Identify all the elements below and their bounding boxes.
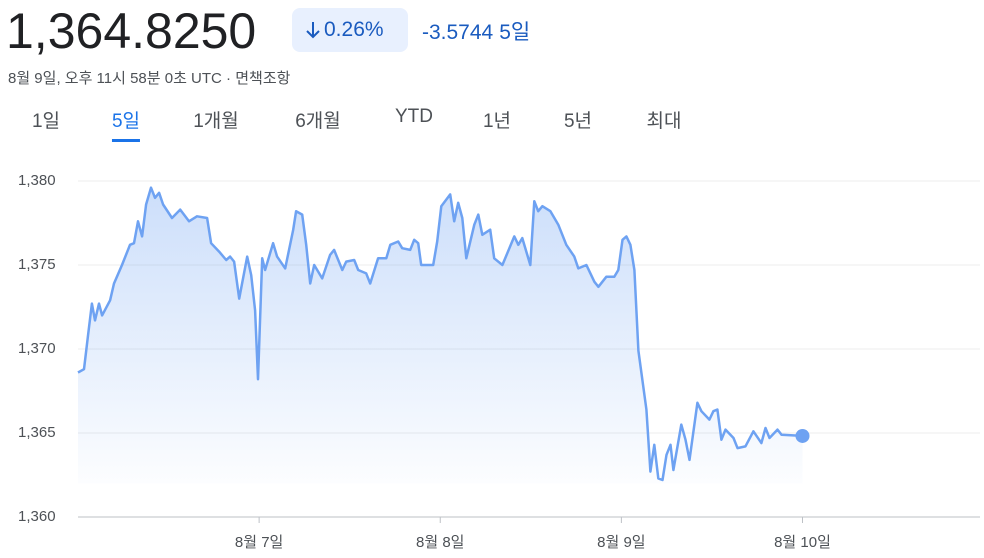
range-tab[interactable]: YTD (395, 106, 433, 127)
range-tab[interactable]: 1개월 (193, 111, 239, 132)
y-tick-label: 1,365 (18, 424, 56, 441)
x-tick-label: 8월 7일 (235, 534, 283, 551)
range-tab[interactable]: 1일 (31, 111, 61, 132)
range-tab[interactable]: 1년 (482, 111, 512, 132)
y-tick-label: 1,375 (18, 256, 56, 273)
last-point (795, 428, 810, 443)
period: 5일 (499, 21, 531, 44)
y-tick-label: 1,360 (18, 508, 56, 525)
x-tick-label: 8월 10일 (774, 534, 831, 551)
change-value: -3.5744 (422, 21, 494, 44)
subtitle: 8월 9일, 오후 11시 58분 0초 UTC · 면책조항 (8, 70, 291, 87)
range-tab[interactable]: 5년 (563, 111, 593, 132)
line (77, 186, 803, 482)
down-arrow (306, 22, 320, 39)
range-tab[interactable]: 6개월 (295, 111, 341, 132)
range-tab[interactable]: 최대 (646, 111, 682, 132)
y-tick-label: 1,380 (18, 172, 56, 189)
price: 1,364.8250 (6, 3, 257, 59)
area (78, 187, 803, 484)
change: -3.5744 5일 (422, 16, 530, 46)
range-tab[interactable]: 5일 (111, 106, 141, 142)
x-tick-label: 8월 9일 (597, 534, 645, 551)
change-chip: 0.26% (292, 8, 408, 52)
change-percent: 0.26% (324, 18, 384, 41)
y-tick-label: 1,370 (18, 340, 56, 357)
x-tick-label: 8월 8일 (416, 534, 464, 551)
